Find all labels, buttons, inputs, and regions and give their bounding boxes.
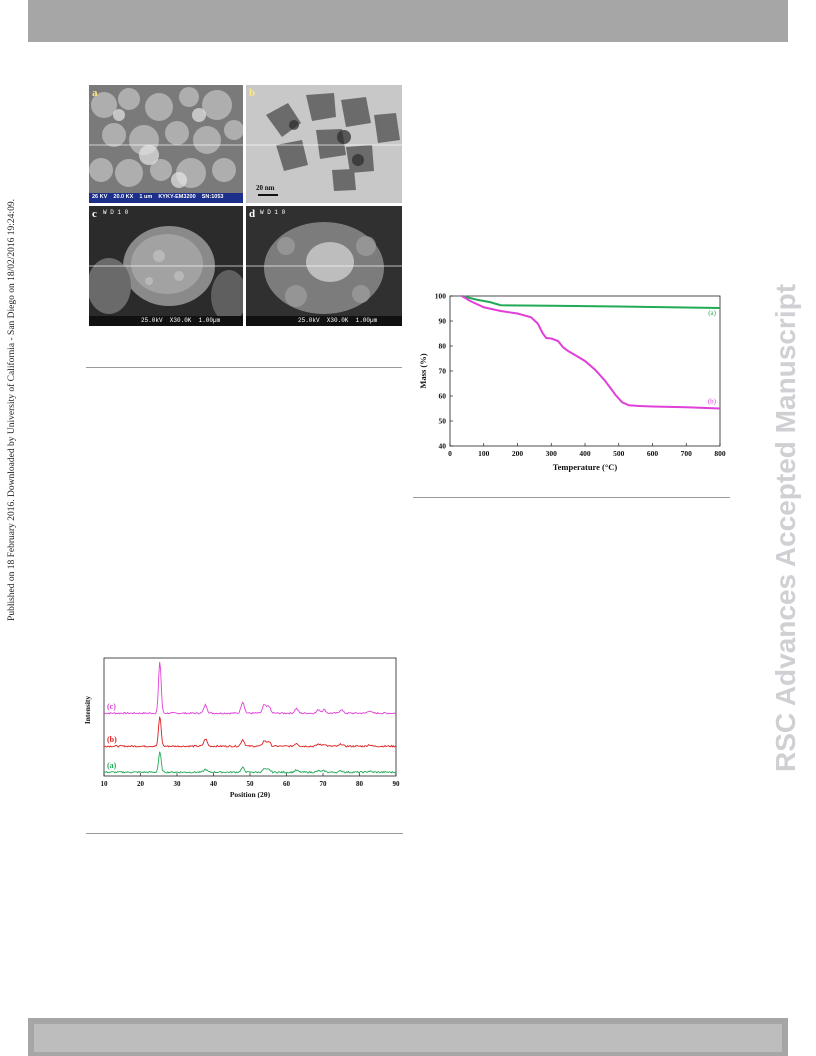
- watermark: RSC Advances Accepted Manuscript: [756, 0, 816, 1056]
- xrd-x-tick-label: 80: [356, 780, 364, 788]
- micrograph-a-footer: 26 KV 20.0 KX 1 um KYKY-EM3200 SN:1053: [92, 194, 224, 200]
- xrd-x-tick-label: 60: [283, 780, 291, 788]
- tga-y-tick-label: 70: [439, 367, 447, 376]
- tga-x-axis-label: Temperature (°C): [553, 462, 618, 472]
- micrograph-c-label: c: [92, 208, 97, 220]
- xrd-x-tick-label: 40: [210, 780, 218, 788]
- xrd-series-line: [103, 661, 397, 715]
- download-notice: Published on 18 February 2016. Downloade…: [0, 0, 22, 1056]
- tga-x-tick-label: 300: [546, 449, 558, 458]
- xrd-series-label: (a): [107, 761, 117, 770]
- micrograph-d: d W D 1 0 25.0kV X30.0K 1.00µm: [246, 206, 402, 326]
- micrograph-b-texture: [246, 85, 402, 203]
- caption-rule: [86, 833, 403, 834]
- micrograph-a: a 26 KV 20.0 KX 1 um KYKY-EM3200 SN:1053: [89, 85, 243, 203]
- xrd-plot-frame: [103, 657, 397, 777]
- micrograph-c-header: W D 1 0: [103, 209, 129, 216]
- xrd-series-label: (c): [107, 702, 116, 711]
- micrograph-b: b 20 nm: [246, 85, 402, 203]
- tga-x-tick-label: 800: [714, 449, 726, 458]
- micrograph-d-header: W D 1 0: [260, 209, 286, 216]
- tga-x-tick-label: 400: [579, 449, 591, 458]
- xrd-series-line: [103, 751, 397, 774]
- xrd-x-tick-label: 20: [137, 780, 145, 788]
- tga-y-tick-label: 100: [435, 292, 447, 301]
- tga-x-tick-label: 600: [647, 449, 659, 458]
- micrograph-a-label: a: [92, 87, 98, 99]
- xrd-y-axis-label: Intensity: [83, 696, 92, 725]
- download-notice-text: Published on 18 February 2016. Downloade…: [7, 199, 17, 621]
- micrograph-c: c W D 1 0 25.0kV X30.0K 1.00µm: [89, 206, 243, 326]
- micrograph-b-scale: 20 nm: [256, 184, 275, 192]
- tga-series-line: [461, 295, 721, 410]
- xrd-x-tick-label: 70: [320, 780, 328, 788]
- footer-bar-inner: [34, 1024, 782, 1052]
- xrd-chart: 10 20 30 40 50 60 70 80 90 Position (2θ) Intensity…: [80, 650, 406, 803]
- tga-series-line: [461, 295, 721, 309]
- tga-plot-frame: [449, 295, 721, 447]
- tga-x-tick-label: 0: [448, 449, 452, 458]
- xrd-series-line: [103, 716, 397, 748]
- tga-y-tick-label: 40: [439, 442, 447, 451]
- tga-chart: 0 100 200 300 400 500 600 700 800 40 50 60 70 80 90 100…: [412, 284, 732, 489]
- xrd-x-tick-label: 10: [101, 780, 109, 788]
- tga-chart-svg: 0 100 200 300 400 500 600 700 800 40 50 60 70 80 90 100…: [418, 292, 726, 473]
- micrograph-b-label: b: [249, 87, 256, 99]
- xrd-x-tick-label: 50: [247, 780, 255, 788]
- tga-x-tick-label: 700: [681, 449, 693, 458]
- micrograph-a-texture: [89, 85, 243, 203]
- micrograph-d-label: d: [249, 208, 256, 220]
- tga-series-label: (b): [708, 398, 717, 406]
- tga-y-tick-label: 90: [439, 317, 447, 326]
- tga-x-tick-label: 500: [613, 449, 625, 458]
- footer-bar: [28, 1018, 788, 1056]
- tga-y-tick-label: 50: [439, 417, 447, 426]
- tga-y-tick-label: 60: [439, 392, 447, 401]
- xrd-series-label: (b): [107, 735, 117, 744]
- caption-rule: [86, 367, 402, 368]
- xrd-x-tick-label: 90: [393, 780, 401, 788]
- tga-y-tick-label: 80: [439, 342, 447, 351]
- xrd-x-tick-label: 30: [174, 780, 182, 788]
- micrograph-d-texture: [246, 206, 402, 326]
- xrd-x-axis-label: Position (2θ): [230, 790, 271, 798]
- xrd-chart-svg: 10 20 30 40 50 60 70 80 90 Position (2θ) Intensity…: [83, 657, 401, 799]
- micrograph-c-texture: [89, 206, 243, 326]
- micrograph-d-footer: 25.0kV X30.0K 1.00µm: [298, 317, 378, 324]
- caption-rule: [413, 497, 730, 498]
- watermark-text: RSC Advances Accepted Manuscript: [770, 283, 801, 773]
- tga-y-axis-label: Mass (%): [418, 353, 428, 388]
- tga-x-tick-label: 100: [478, 449, 490, 458]
- tga-x-tick-label: 200: [512, 449, 524, 458]
- tga-series-label: (a): [708, 309, 716, 317]
- micrograph-c-footer: 25.0kV X30.0K 1.00µm: [141, 317, 221, 324]
- header-bar: [28, 0, 788, 42]
